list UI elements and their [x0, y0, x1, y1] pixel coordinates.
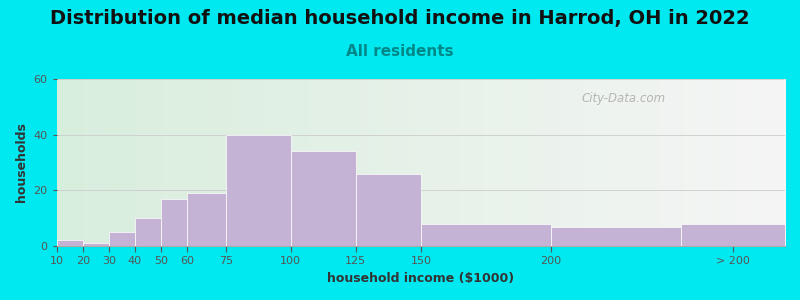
Bar — [161, 199, 186, 246]
Text: Distribution of median household income in Harrod, OH in 2022: Distribution of median household income … — [50, 9, 750, 28]
Bar — [356, 174, 421, 246]
Y-axis label: households: households — [15, 123, 28, 202]
Bar — [186, 193, 226, 246]
Bar — [109, 232, 134, 246]
Bar — [681, 224, 785, 246]
Bar — [291, 152, 356, 246]
Bar — [57, 241, 82, 246]
Bar — [82, 243, 109, 246]
Bar — [421, 224, 551, 246]
Text: All residents: All residents — [346, 44, 454, 59]
Bar — [551, 226, 681, 246]
X-axis label: household income ($1000): household income ($1000) — [327, 272, 514, 285]
Bar — [134, 218, 161, 246]
Text: City-Data.com: City-Data.com — [581, 92, 666, 105]
Bar — [226, 135, 291, 246]
